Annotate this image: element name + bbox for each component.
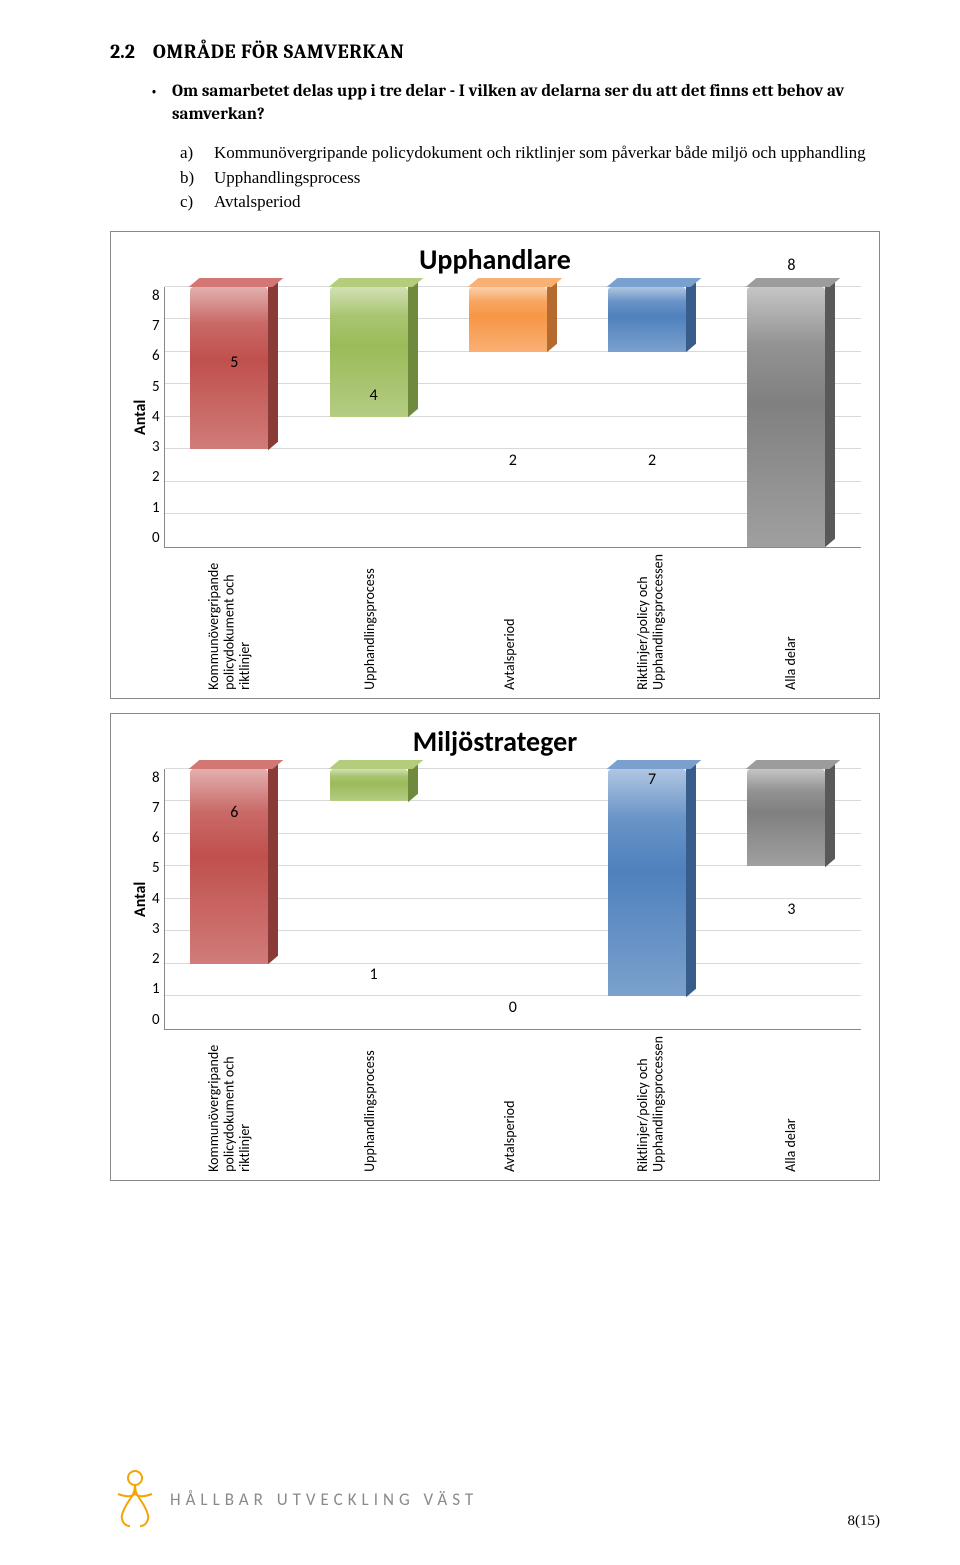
plot-area: 61073 <box>164 769 861 1030</box>
footer-brand: HÅLLBAR UTVECKLING VÄST <box>170 1489 478 1510</box>
chart-miljostrateger: Miljöstrateger Antal 876543210 61073 Kom… <box>110 713 880 1181</box>
option-label: a) <box>180 141 204 166</box>
footer: HÅLLBAR UTVECKLING VÄST 8(15) <box>110 1468 880 1530</box>
question-bullet: • Om samarbetet delas upp i tre delar - … <box>150 81 880 127</box>
plot-area: 54228 <box>164 287 861 548</box>
option-label: b) <box>180 166 204 191</box>
option-label: c) <box>180 190 204 215</box>
option-text: Avtalsperiod <box>214 190 301 215</box>
option-text: Upphandlingsprocess <box>214 166 360 191</box>
heading-number: 2.2 <box>110 40 135 63</box>
chart-title: Miljöstrateger <box>129 724 861 759</box>
x-ticks: Kommunövergripande policydokument och ri… <box>159 554 861 690</box>
bullet-icon: • <box>150 81 158 127</box>
logo-icon <box>110 1468 160 1530</box>
chart-upphandlare: Upphandlare Antal 876543210 54228 Kommun… <box>110 231 880 699</box>
bullet-text: Om samarbetet delas upp i tre delar - I … <box>172 81 880 127</box>
page-number: 8(15) <box>848 1513 881 1530</box>
option-list: a) Kommunövergripande policydokument och … <box>180 141 880 215</box>
heading-text: OMRÅDE FÖR SAMVERKAN <box>153 40 404 63</box>
list-item: a) Kommunövergripande policydokument och … <box>180 141 880 166</box>
x-ticks: Kommunövergripande policydokument och ri… <box>159 1036 861 1172</box>
y-ticks: 876543210 <box>152 769 164 1029</box>
y-ticks: 876543210 <box>152 287 164 547</box>
page: 2.2 OMRÅDE FÖR SAMVERKAN • Om samarbetet… <box>0 0 960 1550</box>
option-text: Kommunövergripande policydokument och ri… <box>214 141 866 166</box>
list-item: b) Upphandlingsprocess <box>180 166 880 191</box>
y-axis-label: Antal <box>129 287 152 548</box>
section-heading: 2.2 OMRÅDE FÖR SAMVERKAN <box>110 40 880 63</box>
list-item: c) Avtalsperiod <box>180 190 880 215</box>
y-axis-label: Antal <box>129 769 152 1030</box>
